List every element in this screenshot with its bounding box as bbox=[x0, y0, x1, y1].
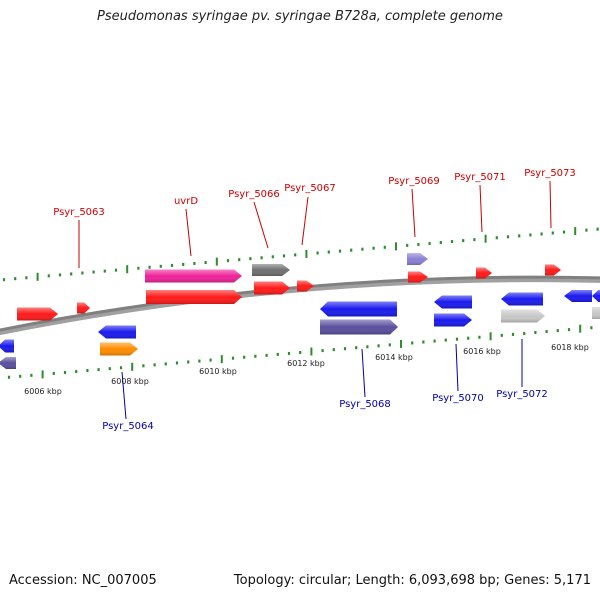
plus-gene-label-psyr-5063: Psyr_5063 bbox=[53, 207, 105, 218]
gene-arrow-psyr-5069-shade bbox=[407, 253, 428, 265]
gene-arrow-psyr-5067-shade bbox=[297, 280, 314, 292]
minus-gene-label-psyr-5070: Psyr_5070 bbox=[432, 393, 484, 404]
label-leaders bbox=[78, 180, 552, 420]
plus-gene-leader-5 bbox=[479, 184, 483, 233]
plus-gene-label-psyr-5069: Psyr_5069 bbox=[388, 176, 440, 187]
gene-arrow-e-shade bbox=[0, 339, 14, 353]
gene-arrow-psyr-5072-shade bbox=[501, 309, 545, 323]
minus-gene-leader-2 bbox=[455, 343, 459, 392]
plus-gene-leader-4 bbox=[411, 188, 416, 238]
gene-labels: Psyr_5063 uvrD Psyr_5066 Psyr_5067 Psyr_5069… bbox=[53, 168, 576, 432]
minus-gene-label-psyr-5072: Psyr_5072 bbox=[496, 389, 548, 400]
gene-features bbox=[0, 253, 600, 369]
plus-gene-label-psyr-5073: Psyr_5073 bbox=[524, 168, 576, 179]
gene-arrow-m-shade bbox=[592, 307, 600, 319]
plus-gene-leader-1 bbox=[185, 208, 192, 257]
gene-arrow-psyr-5073-shade bbox=[545, 264, 561, 276]
kbp-label-6: 6018 kbp bbox=[551, 343, 589, 352]
plus-gene-leader-2 bbox=[253, 201, 269, 249]
gene-arrow-d-shade bbox=[408, 271, 428, 283]
kbp-label-5: 6016 kbp bbox=[463, 347, 501, 356]
gene-arrow-psyr-5066-shade bbox=[252, 264, 290, 276]
kbp-scale-labels: 6006 kbp 6008 kbp 6010 kbp 6012 kbp 6014 kbp… bbox=[24, 343, 589, 396]
gene-arrow-g-shade bbox=[98, 325, 136, 339]
topology-text: Topology: circular; Length: 6,093,698 bp… bbox=[233, 573, 591, 588]
plus-gene-label-psyr-5066: Psyr_5066 bbox=[228, 189, 280, 200]
plus-gene-label-uvrd: uvrD bbox=[174, 196, 198, 207]
map-title: Pseudomonas syringae pv. syringae B728a,… bbox=[97, 9, 503, 24]
minus-gene-label-psyr-5068: Psyr_5068 bbox=[339, 399, 391, 410]
gene-arrow-h-shade bbox=[320, 301, 397, 317]
gene-arrow-psyr-5064-shade bbox=[100, 342, 138, 356]
gene-arrow-c-shade bbox=[254, 281, 290, 295]
gene-arrow-b-shade bbox=[146, 290, 242, 304]
minus-gene-leader-0 bbox=[121, 371, 127, 420]
gene-arrow-f-shade bbox=[0, 357, 16, 369]
plus-gene-leader-6 bbox=[549, 180, 552, 229]
plus-gene-label-psyr-5067: Psyr_5067 bbox=[284, 183, 336, 194]
kbp-label-2: 6010 kbp bbox=[199, 367, 237, 376]
gene-arrow-i-shade bbox=[434, 295, 472, 309]
plus-gene-leader-3 bbox=[301, 196, 309, 246]
tick-tracks bbox=[2, 227, 599, 379]
minus-gene-leader-1 bbox=[361, 348, 366, 398]
gene-arrow-psyr-5063-shade bbox=[77, 302, 90, 314]
gene-arrow-psyr-5068-shade bbox=[320, 319, 398, 335]
gene-arrow-l-shade bbox=[592, 290, 600, 302]
gene-arrow-uvrd-shade bbox=[145, 269, 242, 283]
plus-gene-label-psyr-5071: Psyr_5071 bbox=[454, 172, 506, 183]
kbp-label-0: 6006 kbp bbox=[24, 387, 62, 396]
kbp-label-4: 6014 kbp bbox=[375, 353, 413, 362]
minus-gene-label-psyr-5064: Psyr_5064 bbox=[102, 421, 154, 432]
gene-arrow-k-shade bbox=[564, 290, 592, 302]
gene-arrow-psyr-5071-shade bbox=[476, 267, 492, 279]
kbp-label-1: 6008 kbp bbox=[111, 377, 149, 386]
accession-text: Accession: NC_007005 bbox=[9, 573, 157, 588]
kbp-label-3: 6012 kbp bbox=[287, 359, 325, 368]
gene-arrow-a-shade bbox=[17, 307, 58, 321]
gene-arrow-j-shade bbox=[501, 292, 543, 306]
gene-arrow-psyr-5070-shade bbox=[434, 313, 472, 327]
